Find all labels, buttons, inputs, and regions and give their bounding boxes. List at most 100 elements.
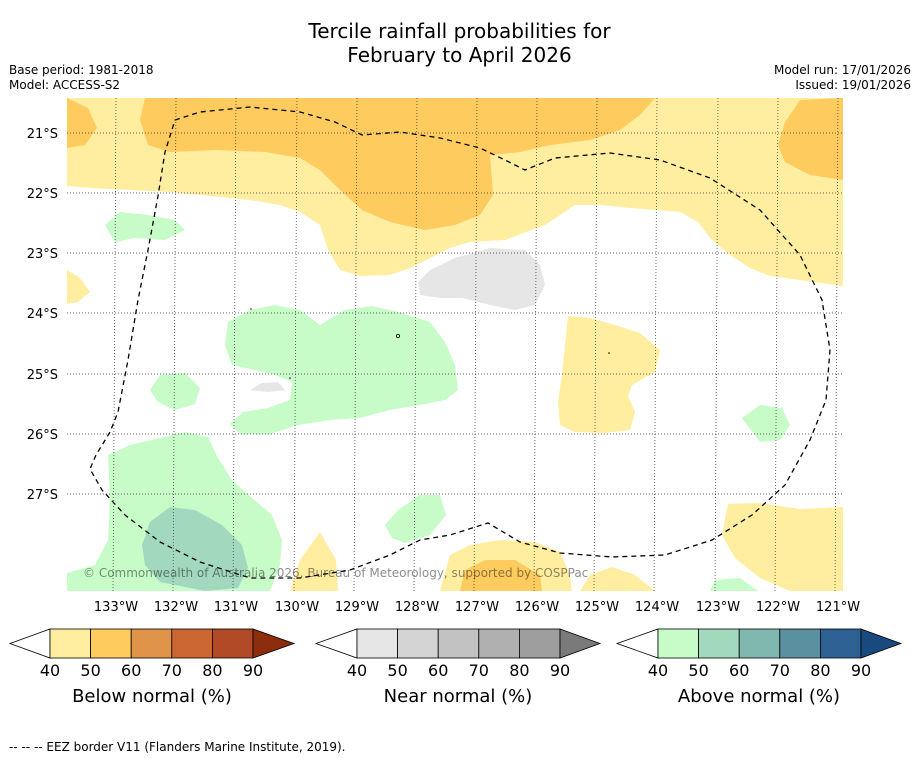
colorbar-below-segment xyxy=(130,628,173,659)
lat-label: 22°S xyxy=(27,187,58,202)
colorbar-near-segment xyxy=(478,628,520,659)
colorbar-near-tick: 90 xyxy=(550,661,570,680)
colorbar-near-high-extend xyxy=(559,628,602,659)
below-normal-50-region-northwest xyxy=(67,98,97,148)
colorbar-below-low-extend xyxy=(8,628,51,659)
lon-label: 122°W xyxy=(756,600,800,615)
colorbar-near-segment xyxy=(356,628,398,659)
grid-line-lon xyxy=(112,98,117,591)
colorbar-below-segment xyxy=(90,628,132,659)
colorbar-below-tick: 40 xyxy=(40,661,60,680)
model-name: Model: ACCESS-S2 xyxy=(9,78,121,92)
below-normal-50-region-north xyxy=(140,98,655,230)
colorbar-near-tick: 50 xyxy=(387,661,407,680)
grid-line-lon xyxy=(714,98,719,591)
latitude-labels: 21°S 22°S 23°S 24°S 25°S 26°S 27°S xyxy=(27,127,58,503)
below-normal-50-region-northeast xyxy=(778,98,843,180)
lon-label: 128°W xyxy=(395,600,439,615)
issued-date: Issued: 19/01/2026 xyxy=(795,78,911,92)
colorbar-above-segment xyxy=(657,628,699,659)
above-normal-40-region-east xyxy=(742,405,790,442)
colorbar-label-above: Above normal (%) xyxy=(677,686,841,707)
colorbar-above-tick: 60 xyxy=(729,661,749,680)
colorbar-above-segment xyxy=(738,628,781,659)
colorbar-below-high-extend xyxy=(252,628,296,659)
island-mark xyxy=(250,308,252,310)
colorbar-above-tick: 80 xyxy=(810,661,830,680)
model-run: Model run: 17/01/2026 xyxy=(773,63,911,77)
lon-label: 130°W xyxy=(275,600,319,615)
above-normal-50-region-southwest xyxy=(142,507,248,591)
longitude-labels: 133°W 132°W 131°W 130°W 129°W 128°W 127°W 126°W… xyxy=(94,600,860,615)
grid-line-lon xyxy=(834,98,839,591)
grid-line-lon xyxy=(473,98,478,591)
below-normal-40-region-southeast xyxy=(722,503,843,591)
lon-label: 121°W xyxy=(816,600,860,615)
above-normal-40-region-southeast xyxy=(710,578,758,591)
colorbar-below-tick: 80 xyxy=(202,661,222,680)
lat-label: 21°S xyxy=(27,127,58,142)
grid-line-lon xyxy=(293,98,298,591)
colorbar-near-tick: 70 xyxy=(469,661,489,680)
grid-line-lon xyxy=(774,98,779,591)
map-area: © Commonwealth of Australia 2026, Bureau… xyxy=(67,98,843,591)
colorbar-below-tick: 60 xyxy=(121,661,141,680)
colorbar-label-below: Below normal (%) xyxy=(72,686,232,707)
colorbar-below-segment xyxy=(49,628,91,659)
lon-label: 132°W xyxy=(154,600,198,615)
grid-line-lon xyxy=(172,98,177,591)
grid-line-lon xyxy=(593,98,598,591)
colorbar-above-tick: 50 xyxy=(688,661,708,680)
lon-label: 124°W xyxy=(635,600,679,615)
lat-label: 27°S xyxy=(27,488,58,503)
base-period: Base period: 1981-2018 xyxy=(9,63,154,77)
colorbar-near-tick: 40 xyxy=(347,661,367,680)
grid-line-lon xyxy=(533,98,538,591)
meta-left: Base period: 1981-2018 Model: ACCESS-S2 xyxy=(9,63,154,93)
colorbar-near-segment xyxy=(437,628,480,659)
island-mark xyxy=(608,352,610,354)
lon-label: 126°W xyxy=(515,600,559,615)
colorbar-above-high-extend xyxy=(860,628,903,659)
colorbar-below-segment xyxy=(171,628,213,659)
below-normal-50-region-south xyxy=(460,560,542,591)
grid-lines xyxy=(67,98,843,591)
colorbar-below-tick: 70 xyxy=(162,661,182,680)
island-mark xyxy=(395,333,400,338)
grid-line-lon xyxy=(353,98,358,591)
colorbar-above-segment xyxy=(820,628,862,659)
lat-label: 26°S xyxy=(27,428,58,443)
lon-label: 133°W xyxy=(94,600,138,615)
colorbar-label-near: Near normal (%) xyxy=(383,686,533,707)
near-normal-40-region-small xyxy=(250,382,285,392)
footnote: -- -- -- EEZ border V11 (Flanders Marine… xyxy=(9,740,346,754)
colorbar-below-tick: 50 xyxy=(80,661,100,680)
below-normal-40-region-center-east xyxy=(558,316,660,433)
title-line-1: Tercile rainfall probabilities for xyxy=(308,19,611,43)
meta-right: Model run: 17/01/2026 Issued: 19/01/2026 xyxy=(774,63,911,93)
above-normal-40-region-south xyxy=(385,495,446,543)
near-normal-40-region-center xyxy=(418,248,545,310)
grid-line-lon xyxy=(653,98,658,591)
grid-line-lon xyxy=(413,98,418,591)
above-normal-40-region-center xyxy=(225,305,458,434)
below-normal-40-region-west xyxy=(67,270,90,304)
lat-label: 23°S xyxy=(27,247,58,262)
below-normal-40-region-south-small xyxy=(580,567,655,591)
lat-label: 24°S xyxy=(27,307,58,322)
lon-label: 131°W xyxy=(214,600,258,615)
colorbar-above-tick: 70 xyxy=(770,661,790,680)
map-svg: © Commonwealth of Australia 2026, Bureau… xyxy=(8,98,903,680)
lon-label: 123°W xyxy=(696,600,740,615)
colorbars: 40 50 60 70 80 90 40 50 60 70 80 90 40 50 60 70 80 90 xyxy=(8,628,903,680)
colorbar-below-segment xyxy=(211,628,254,659)
colorbar-above-segment xyxy=(698,628,740,659)
title-line-2: February to April 2026 xyxy=(347,43,572,67)
colorbar-above-tick: 90 xyxy=(851,661,871,680)
below-normal-40-region-southwest xyxy=(290,532,338,591)
lon-label: 129°W xyxy=(335,600,379,615)
colorbar-near-segment xyxy=(519,628,561,659)
colorbar-near-low-extend xyxy=(314,628,358,659)
lat-label: 25°S xyxy=(27,368,58,383)
colorbar-near-tick: 60 xyxy=(428,661,448,680)
